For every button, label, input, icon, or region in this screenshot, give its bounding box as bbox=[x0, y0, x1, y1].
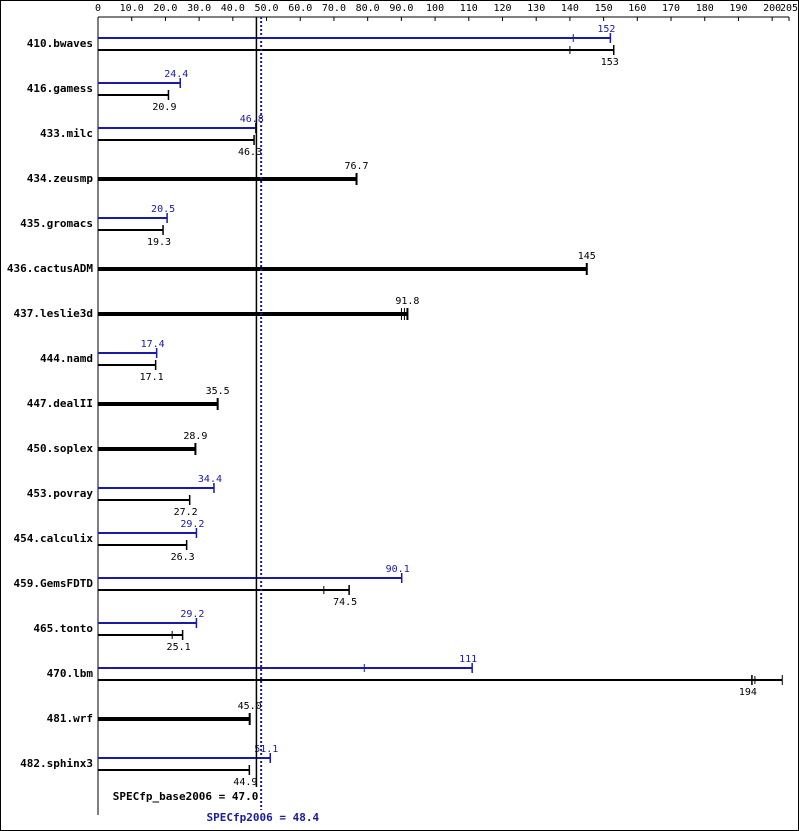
benchmark-label: 470.lbm bbox=[47, 667, 94, 680]
benchmark-label: 453.povray bbox=[27, 487, 94, 500]
base-summary-label: SPECfp_base2006 = 47.0 bbox=[113, 790, 259, 803]
benchmark-label: 434.zeusmp bbox=[27, 172, 94, 185]
x-tick-label: 50.0 bbox=[254, 3, 278, 14]
combined-value-label: 35.5 bbox=[206, 386, 230, 397]
base-value-label: 19.3 bbox=[147, 237, 171, 248]
base-value-label: 25.1 bbox=[167, 642, 191, 653]
base-value-label: 46.3 bbox=[238, 147, 262, 158]
x-tick-label: 160 bbox=[628, 3, 646, 14]
base-value-label: 194 bbox=[739, 687, 757, 698]
peak-value-label: 17.4 bbox=[141, 339, 165, 350]
benchmark-label: 454.calculix bbox=[14, 532, 94, 545]
x-tick-label: 0 bbox=[95, 3, 101, 14]
x-tick-label: 150 bbox=[595, 3, 613, 14]
base-value-label: 17.1 bbox=[140, 372, 164, 383]
base-value-label: 74.5 bbox=[333, 597, 357, 608]
bars-layer bbox=[98, 33, 783, 775]
peak-value-label: 51.1 bbox=[254, 744, 278, 755]
benchmark-label: 481.wrf bbox=[47, 712, 93, 725]
x-tick-label: 80.0 bbox=[356, 3, 380, 14]
x-tick-label: 180 bbox=[696, 3, 714, 14]
peak-value-label: 24.4 bbox=[164, 69, 188, 80]
labels-layer: 410.bwaves 152 153 416.gamess 24.4 20.9 433.mi… bbox=[7, 24, 757, 788]
benchmark-label: 410.bwaves bbox=[27, 37, 93, 50]
x-tick-label: 205 bbox=[780, 3, 798, 14]
benchmark-label: 482.sphinx3 bbox=[20, 757, 93, 770]
benchmark-label: 433.milc bbox=[40, 127, 93, 140]
x-tick-label: 90.0 bbox=[389, 3, 413, 14]
x-tick-label: 190 bbox=[729, 3, 747, 14]
peak-value-label: 90.1 bbox=[386, 564, 410, 575]
benchmark-label: 416.gamess bbox=[27, 82, 93, 95]
peak-value-label: 111 bbox=[459, 654, 477, 665]
benchmark-label: 444.namd bbox=[40, 352, 93, 365]
peak-value-label: 34.4 bbox=[198, 474, 222, 485]
peak-value-label: 29.2 bbox=[180, 519, 204, 530]
benchmark-label: 450.soplex bbox=[27, 442, 94, 455]
combined-value-label: 145 bbox=[578, 251, 596, 262]
combined-value-label: 91.8 bbox=[395, 296, 419, 307]
x-tick-label: 130 bbox=[527, 3, 545, 14]
x-tick-label: 120 bbox=[493, 3, 511, 14]
base-value-label: 26.3 bbox=[171, 552, 195, 563]
x-tick-label: 110 bbox=[460, 3, 478, 14]
x-tick-label: 30.0 bbox=[187, 3, 211, 14]
base-value-label: 44.9 bbox=[233, 777, 257, 788]
x-tick-label: 10.0 bbox=[120, 3, 144, 14]
base-value-label: 20.9 bbox=[152, 102, 176, 113]
x-tick-label: 170 bbox=[662, 3, 680, 14]
benchmark-label: 459.GemsFDTD bbox=[14, 577, 94, 590]
peak-summary-label: SPECfp2006 = 48.4 bbox=[207, 811, 320, 824]
x-tick-label: 100 bbox=[426, 3, 444, 14]
x-tick-label: 70.0 bbox=[322, 3, 346, 14]
benchmark-label: 465.tonto bbox=[33, 622, 93, 635]
peak-value-label: 46.8 bbox=[240, 114, 264, 125]
combined-value-label: 45.0 bbox=[238, 701, 262, 712]
peak-value-label: 29.2 bbox=[180, 609, 204, 620]
benchmark-label: 435.gromacs bbox=[20, 217, 93, 230]
base-value-label: 153 bbox=[601, 57, 619, 68]
benchmark-label: 447.dealII bbox=[27, 397, 93, 410]
x-tick-label: 140 bbox=[561, 3, 579, 14]
peak-value-label: 152 bbox=[597, 24, 615, 35]
x-tick-label: 200 bbox=[763, 3, 781, 14]
combined-value-label: 28.9 bbox=[183, 431, 207, 442]
x-tick-label: 20.0 bbox=[153, 3, 177, 14]
x-tick-label: 60.0 bbox=[288, 3, 312, 14]
x-tick-label: 40.0 bbox=[221, 3, 245, 14]
base-value-label: 27.2 bbox=[174, 507, 198, 518]
peak-value-label: 20.5 bbox=[151, 204, 175, 215]
reference-lines-layer: SPECfp_base2006 = 47.0 SPECfp2006 = 48.4 bbox=[113, 17, 320, 824]
combined-value-label: 76.7 bbox=[344, 161, 368, 172]
benchmark-label: 436.cactusADM bbox=[7, 262, 93, 275]
benchmark-label: 437.leslie3d bbox=[14, 307, 93, 320]
